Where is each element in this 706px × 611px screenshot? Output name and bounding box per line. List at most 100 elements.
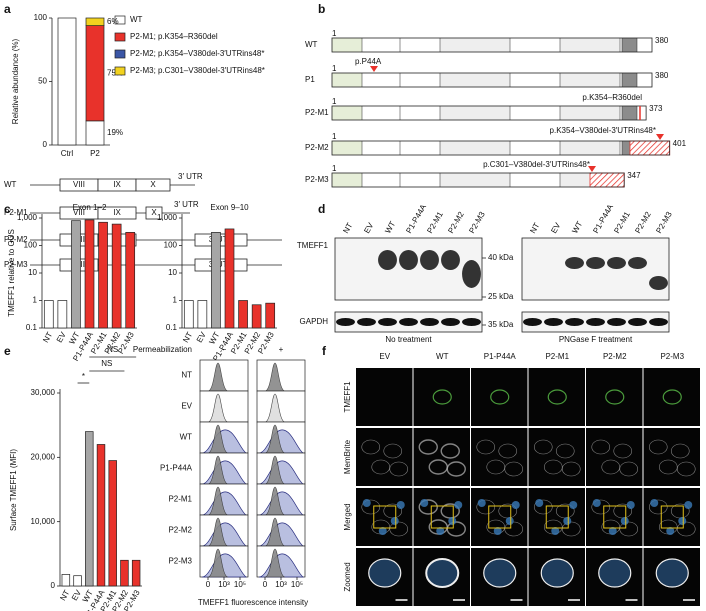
legend-swatch [114, 32, 126, 42]
exon-label: X [150, 180, 156, 189]
micrograph [356, 488, 413, 546]
cell-membrane [389, 521, 409, 537]
bar [120, 559, 129, 587]
transcript-name: WT [4, 180, 17, 189]
lane-label: P2-M3 [467, 210, 487, 235]
lane-label: P2-M1 [612, 210, 632, 235]
histogram-panel [199, 390, 249, 423]
chart-title: Exon 9–10 [210, 203, 249, 212]
utr-label: 3′ UTR [209, 260, 234, 269]
nucleus [396, 501, 405, 509]
band [462, 318, 481, 326]
histogram-control [264, 393, 286, 423]
nucleus [535, 499, 544, 507]
y-tick-label: 1,000 [17, 213, 38, 222]
zoom-box [488, 505, 512, 529]
cell-membrane [533, 439, 553, 455]
lane-label: WT [383, 220, 397, 235]
cell-membrane [613, 443, 633, 459]
lane-label: WT [570, 220, 584, 235]
domain [560, 38, 620, 52]
y-axis-label: TMEFF1 relative to GUS [7, 229, 16, 317]
cell-signal [547, 389, 567, 405]
mutation-marker [656, 134, 664, 140]
y-tick-label: 10 [28, 268, 37, 277]
band [586, 257, 605, 269]
micrograph [643, 488, 700, 546]
histogram-control [264, 455, 286, 485]
protein-name: WT [305, 40, 318, 49]
row-label: TMEFF1 [343, 381, 352, 413]
mutation-marker [588, 166, 596, 172]
micrograph [471, 488, 528, 546]
panel-label: c [4, 202, 11, 216]
cell-membrane [361, 499, 381, 515]
histogram-control [264, 424, 286, 454]
nucleus [620, 517, 629, 525]
nucleus [626, 501, 635, 509]
cell-signal [605, 389, 625, 405]
column-label: WT [436, 352, 449, 361]
exon-label: IX [113, 208, 121, 217]
cell-membrane [418, 439, 438, 455]
cell-membrane [476, 439, 496, 455]
value-label: 6% [107, 17, 119, 26]
y-tick-label: 100 [34, 13, 48, 22]
protein-start: 1 [332, 29, 337, 38]
x-tick-label: 0 [263, 580, 268, 589]
zoom-box [373, 505, 397, 529]
cell-membrane [658, 459, 678, 475]
micrograph [528, 368, 585, 426]
histogram-control [264, 362, 286, 392]
micrograph [471, 428, 528, 486]
cell-membrane [676, 461, 696, 477]
bar [251, 304, 262, 329]
protein-name: P2-M1 [305, 108, 329, 117]
band [607, 257, 626, 269]
cell-membrane [648, 499, 668, 515]
micrograph [586, 488, 643, 546]
zoom-box [545, 505, 569, 529]
lane-label: NT [528, 221, 541, 235]
band [399, 318, 418, 326]
protein-name: P1 [305, 75, 315, 84]
lane-label: EV [362, 221, 375, 235]
domain [622, 73, 637, 87]
panel-label: e [4, 344, 11, 358]
bar [125, 232, 136, 329]
protein-name: P2-M2 [305, 143, 329, 152]
band [378, 318, 397, 326]
domain [332, 38, 362, 52]
exon [145, 206, 163, 220]
protein-outline [331, 105, 647, 121]
cell-membrane [619, 461, 639, 477]
utr-label: 3′ UTR [178, 172, 203, 181]
lane-label: P2-M3 [654, 210, 674, 235]
protein-label: TMEFF1 [297, 241, 329, 250]
bar-segment [57, 17, 77, 146]
micrograph [356, 428, 413, 486]
cell-membrane [498, 443, 518, 459]
x-tick-label: 10³ [275, 580, 287, 589]
y-tick-label: 50 [38, 77, 47, 86]
cell-membrane [446, 521, 466, 537]
protein-outline [331, 172, 625, 188]
cell-membrane [361, 439, 381, 455]
nucleus [569, 501, 578, 509]
bar-segment [85, 25, 105, 122]
x-tick-label: NT [181, 330, 194, 344]
histogram-control [207, 393, 229, 423]
band [336, 318, 355, 326]
y-tick-label: 0.1 [166, 323, 178, 332]
nucleus [563, 517, 572, 525]
band [586, 318, 605, 326]
legend-label: WT [130, 15, 143, 24]
cell-signal [662, 389, 682, 405]
lane-label: EV [549, 221, 562, 235]
marker-label: 25 kDa [488, 292, 514, 301]
nucleus [477, 499, 486, 507]
bar [98, 221, 108, 329]
nucleus [511, 501, 520, 509]
y-tick-label: 0.1 [26, 323, 38, 332]
bar [43, 300, 54, 329]
